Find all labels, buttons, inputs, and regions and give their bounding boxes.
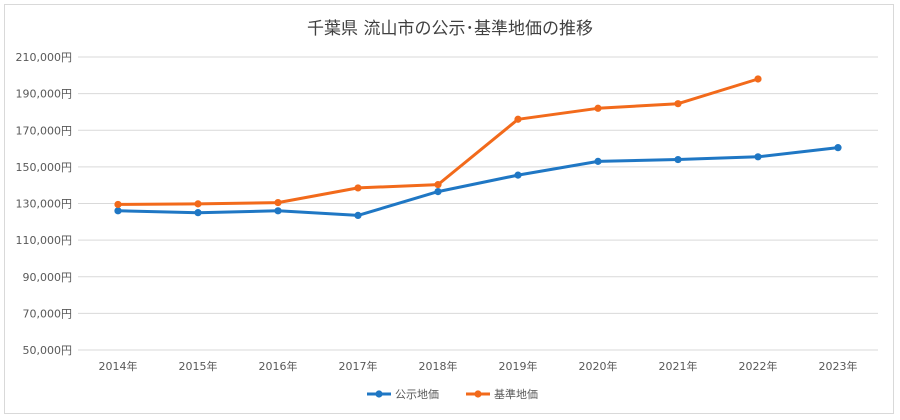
y-tick-label: 130,000円 (16, 198, 73, 211)
x-axis-labels: 2014年 2015年 2016年 2017年 2018年 2019年 2020年 2021年… (99, 359, 858, 373)
data-point-series2 (114, 200, 122, 209)
y-tick-label: 150,000円 (16, 161, 73, 174)
x-tick-label: 2019年 (499, 359, 538, 373)
data-point-series2 (754, 75, 762, 83)
data-point-series2 (674, 100, 682, 108)
x-tick-label: 2017年 (339, 359, 378, 373)
data-point-series2 (594, 104, 602, 112)
legend-swatch-marker (474, 390, 482, 398)
legend-swatch-marker (375, 390, 383, 398)
x-tick-label: 2016年 (259, 359, 298, 373)
x-tick-label: 2022年 (739, 359, 778, 373)
series-lines (116, 77, 840, 217)
data-point-series2 (514, 115, 522, 123)
x-tick-label: 2021年 (659, 359, 698, 373)
data-point-series1 (434, 187, 442, 196)
y-tick-label: 170,000円 (16, 124, 73, 137)
chart-frame (4, 4, 894, 414)
series-points (114, 75, 842, 220)
data-point-series1 (354, 211, 362, 220)
y-tick-label: 90,000円 (23, 271, 73, 284)
data-point-series2 (354, 184, 362, 192)
x-tick-label: 2014年 (99, 359, 138, 373)
data-point-series1 (514, 171, 522, 179)
legend-label: 基準地価 (494, 387, 538, 401)
data-point-series1 (274, 207, 282, 215)
y-tick-label: 70,000円 (23, 307, 73, 320)
y-tick-label: 110,000円 (16, 234, 73, 247)
data-point-series2 (274, 198, 282, 207)
data-point-series2 (194, 200, 202, 208)
x-tick-label: 2020年 (579, 359, 618, 373)
data-point-series1 (594, 157, 602, 165)
data-point-series1 (834, 144, 842, 152)
data-point-series2 (434, 181, 442, 189)
data-point-series1 (194, 209, 202, 217)
series-line-1 (116, 146, 840, 217)
y-tick-label: 50,000円 (23, 344, 73, 357)
x-tick-label: 2018年 (419, 359, 458, 373)
legend: 公示地価 基準地価 (367, 387, 538, 401)
legend-label: 公示地価 (395, 388, 439, 401)
data-point-series1 (754, 153, 762, 161)
data-point-series1 (674, 155, 682, 164)
y-tick-label: 190,000円 (16, 88, 73, 101)
x-tick-label: 2023年 (819, 359, 858, 373)
x-tick-label: 2015年 (179, 359, 218, 373)
y-tick-label: 210,000円 (16, 51, 73, 64)
data-point-series1 (114, 207, 122, 215)
chart-title: 千葉県 流山市の公示･基準地価の推移 (307, 19, 593, 39)
y-axis-labels: 50,000円 70,000円 90,000円 110,000円 130,000円 150… (16, 51, 73, 357)
